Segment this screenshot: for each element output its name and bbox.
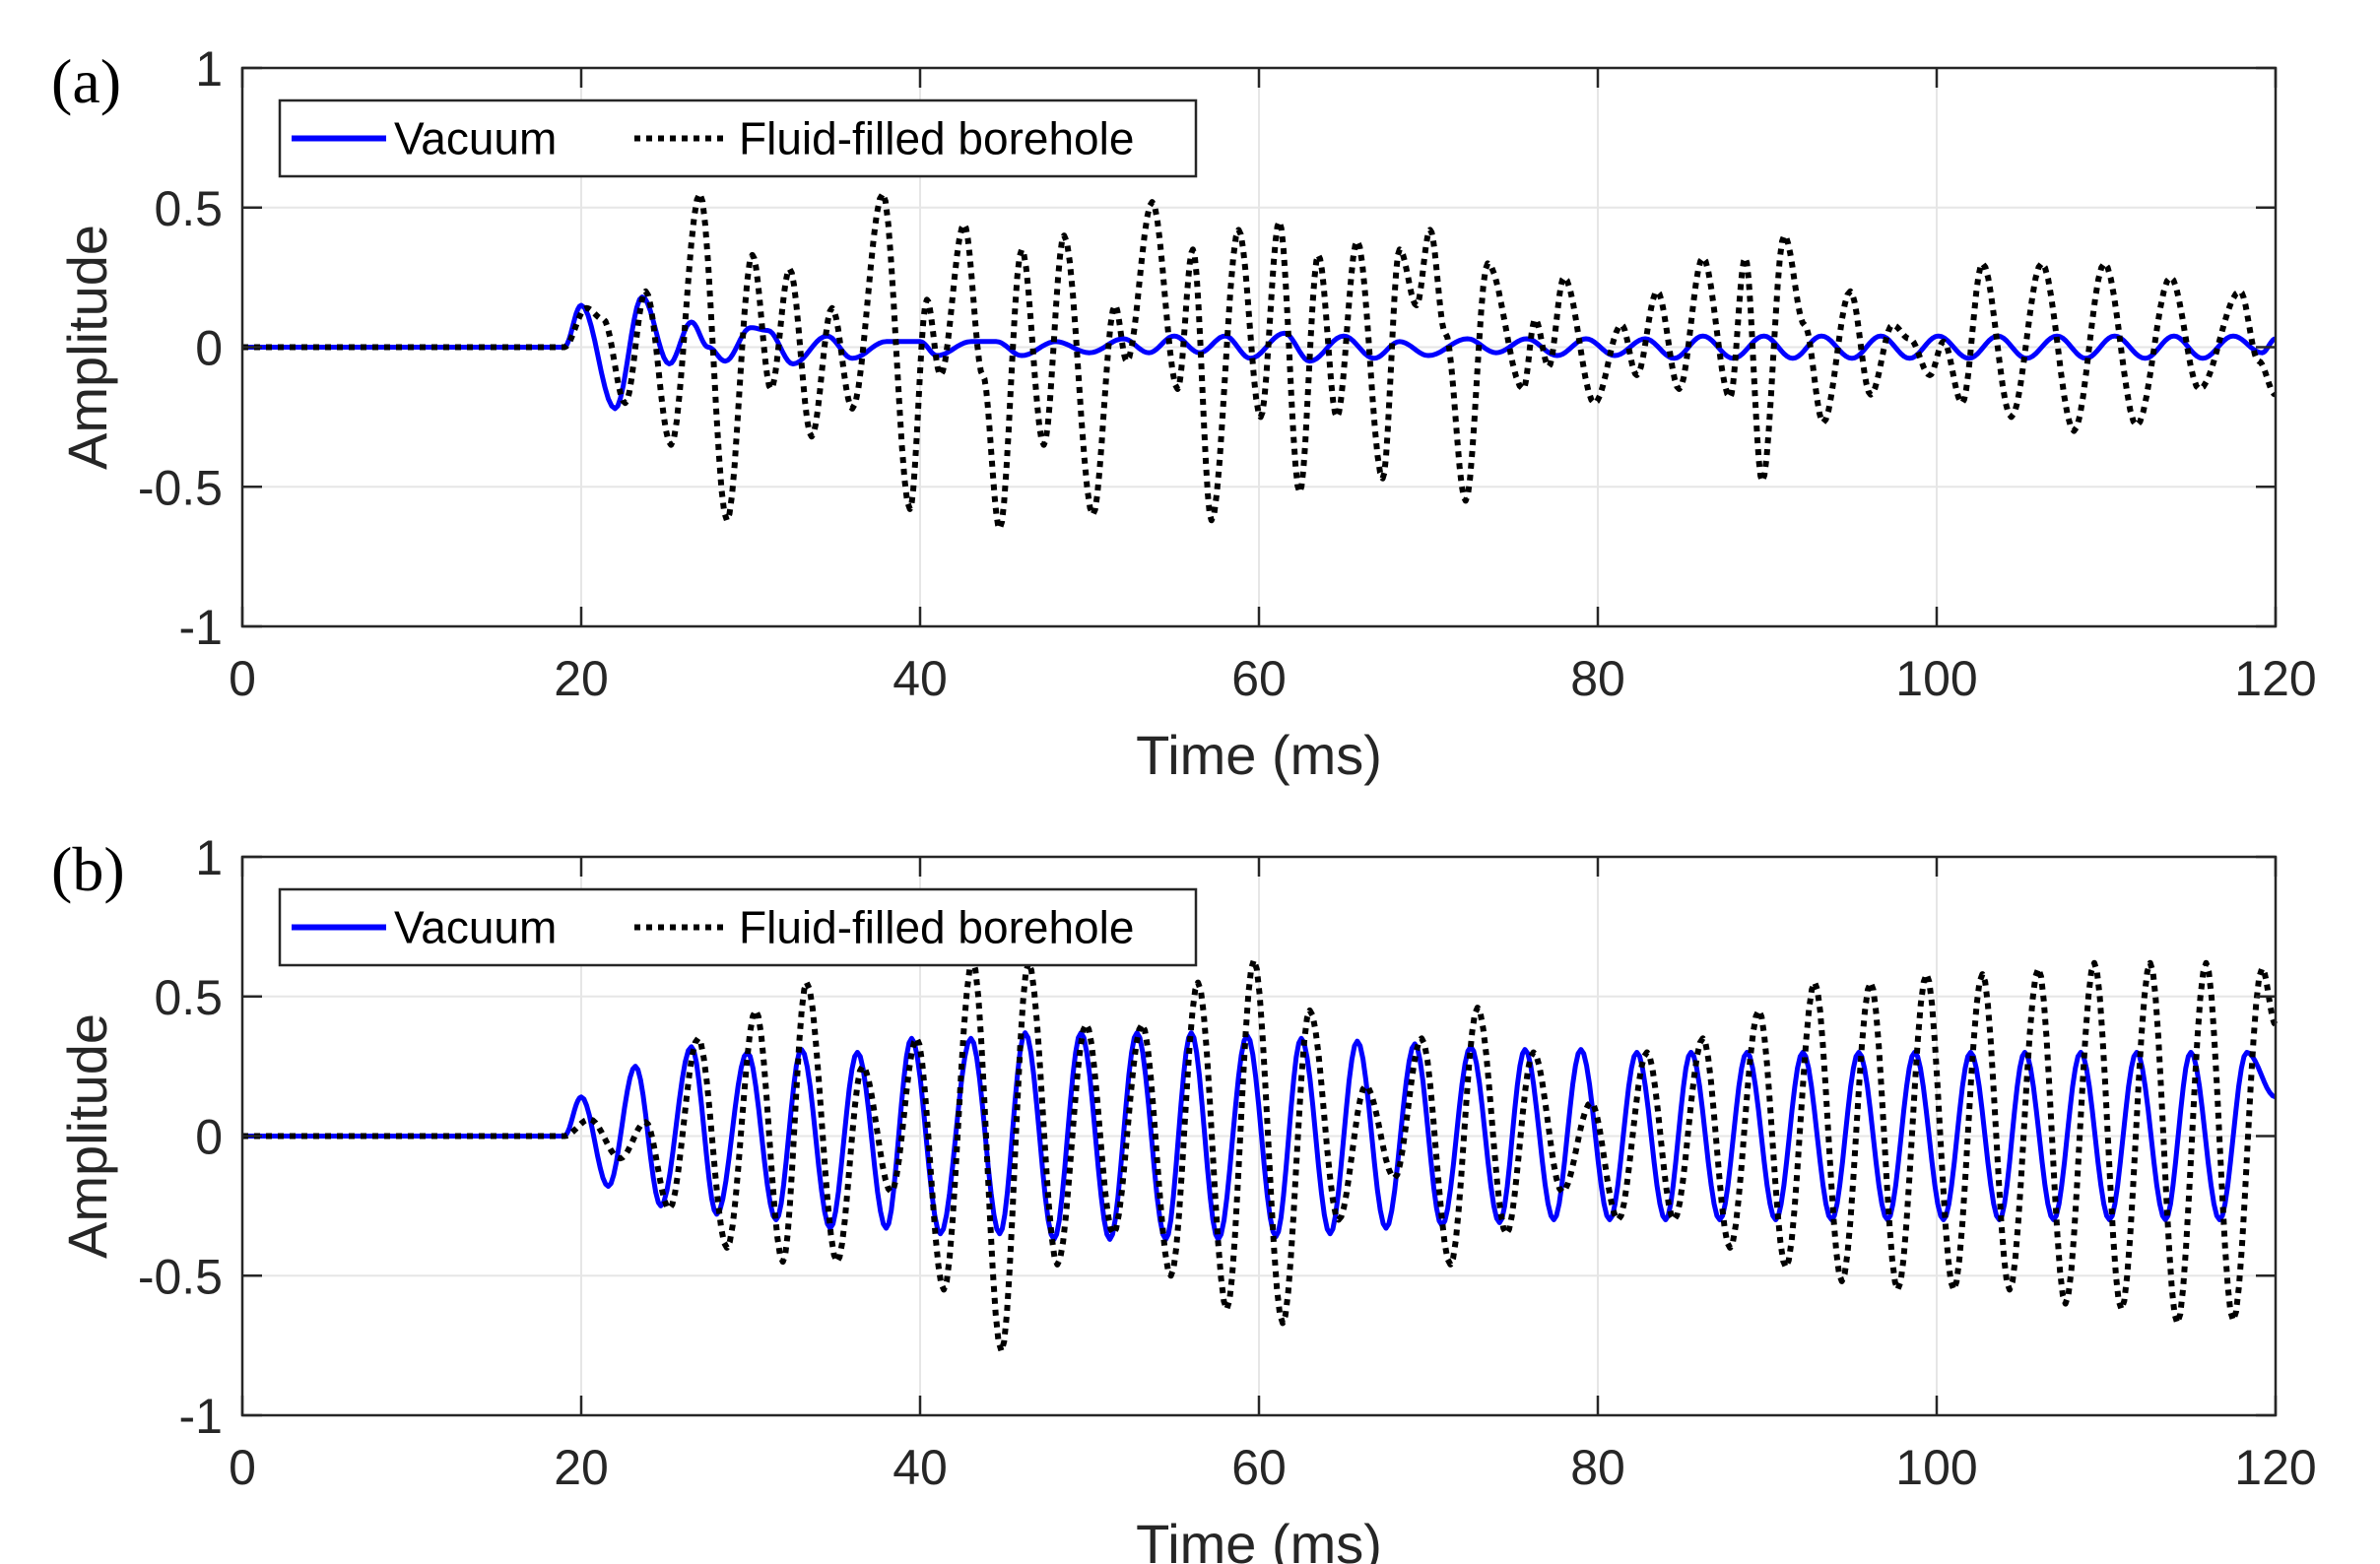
legend-label-vacuum: Vacuum <box>394 902 557 953</box>
y-tick-label: -1 <box>179 1389 223 1444</box>
y-tick-label: 0 <box>195 1110 223 1165</box>
x-tick-label: 80 <box>1570 1440 1625 1495</box>
y-axis-label: Amplitude <box>56 1013 118 1259</box>
x-axis-label: Time (ms) <box>1136 1513 1382 1564</box>
legend: Vacuum Fluid-filled borehole <box>278 887 1198 967</box>
legend-box <box>278 98 1198 178</box>
series-line-vacuum <box>242 294 2278 412</box>
x-tick-label: 40 <box>892 651 948 706</box>
y-tick-label: -1 <box>179 600 223 655</box>
x-tick-label: 0 <box>229 1440 256 1495</box>
panel-label-b: (b) <box>51 834 125 904</box>
y-tick-label: 1 <box>195 41 223 97</box>
x-tick-label: 60 <box>1231 1440 1287 1495</box>
x-tick-label: 40 <box>892 1440 948 1495</box>
x-tick-label: 100 <box>1895 1440 1977 1495</box>
legend-label-fluid-filled-borehole: Fluid-filled borehole <box>739 902 1134 953</box>
legend: Vacuum Fluid-filled borehole <box>278 98 1198 178</box>
y-tick-label: 0 <box>195 321 223 376</box>
panel-b: 0 20 40 60 80 100 120 1 0.5 0 -0.5 -1 Time (ms) Ampli… <box>51 830 2317 1564</box>
x-tick-label: 20 <box>554 651 609 706</box>
panel-label-a: (a) <box>51 46 121 116</box>
x-tick-label: 60 <box>1231 651 1287 706</box>
legend-box <box>278 887 1198 967</box>
y-tick-label: 0.5 <box>154 970 223 1025</box>
y-tick-label: -0.5 <box>138 1249 223 1304</box>
x-tick-label: 80 <box>1570 651 1625 706</box>
x-axis-label: Time (ms) <box>1136 724 1382 786</box>
panel-a: 0 20 40 60 80 100 120 1 0.5 0 -0.5 -1 Time (ms) Ampli… <box>51 41 2317 786</box>
series-line-fluid-filled-borehole <box>242 190 2278 532</box>
legend-label-fluid-filled-borehole: Fluid-filled borehole <box>739 113 1134 164</box>
series-line-fluid-filled-borehole <box>242 956 2279 1354</box>
x-tick-label: 120 <box>2234 1440 2316 1495</box>
x-tick-label: 120 <box>2234 651 2316 706</box>
y-tick-label: 1 <box>195 830 223 885</box>
legend-label-vacuum: Vacuum <box>394 113 557 164</box>
x-tick-label: 20 <box>554 1440 609 1495</box>
x-tick-label: 100 <box>1895 651 1977 706</box>
y-axis-label: Amplitude <box>56 225 118 470</box>
y-tick-label: -0.5 <box>138 460 223 515</box>
y-tick-label: 0.5 <box>154 181 223 236</box>
series-line-vacuum <box>242 1030 2277 1242</box>
x-tick-label: 0 <box>229 651 256 706</box>
